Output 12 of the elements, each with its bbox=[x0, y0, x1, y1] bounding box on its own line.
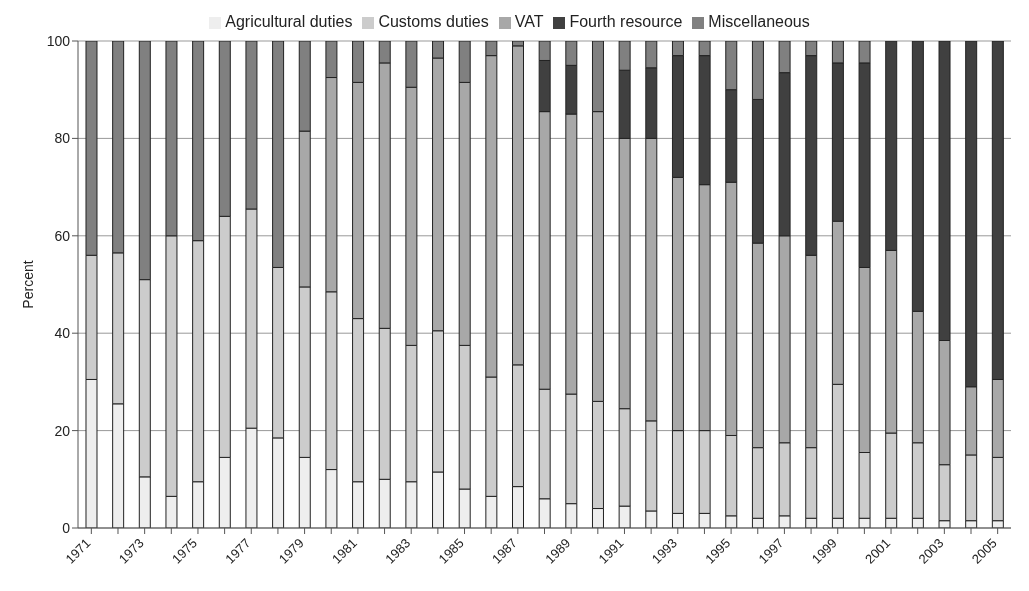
legend-label: Miscellaneous bbox=[708, 13, 810, 30]
y-tick-label: 100 bbox=[46, 32, 71, 49]
y-tick-label: 20 bbox=[54, 422, 71, 439]
y-tick-label: 0 bbox=[62, 519, 71, 536]
y-tick-label: 80 bbox=[54, 130, 71, 147]
y-axis-title: Percent bbox=[19, 260, 36, 309]
y-tick-label: 40 bbox=[54, 325, 71, 342]
legend-label: VAT bbox=[514, 13, 544, 30]
legend-label: Fourth resource bbox=[569, 13, 683, 30]
legend-label: Customs duties bbox=[378, 13, 489, 30]
legend-label: Agricultural duties bbox=[225, 13, 353, 30]
y-tick-label: 60 bbox=[54, 227, 71, 244]
